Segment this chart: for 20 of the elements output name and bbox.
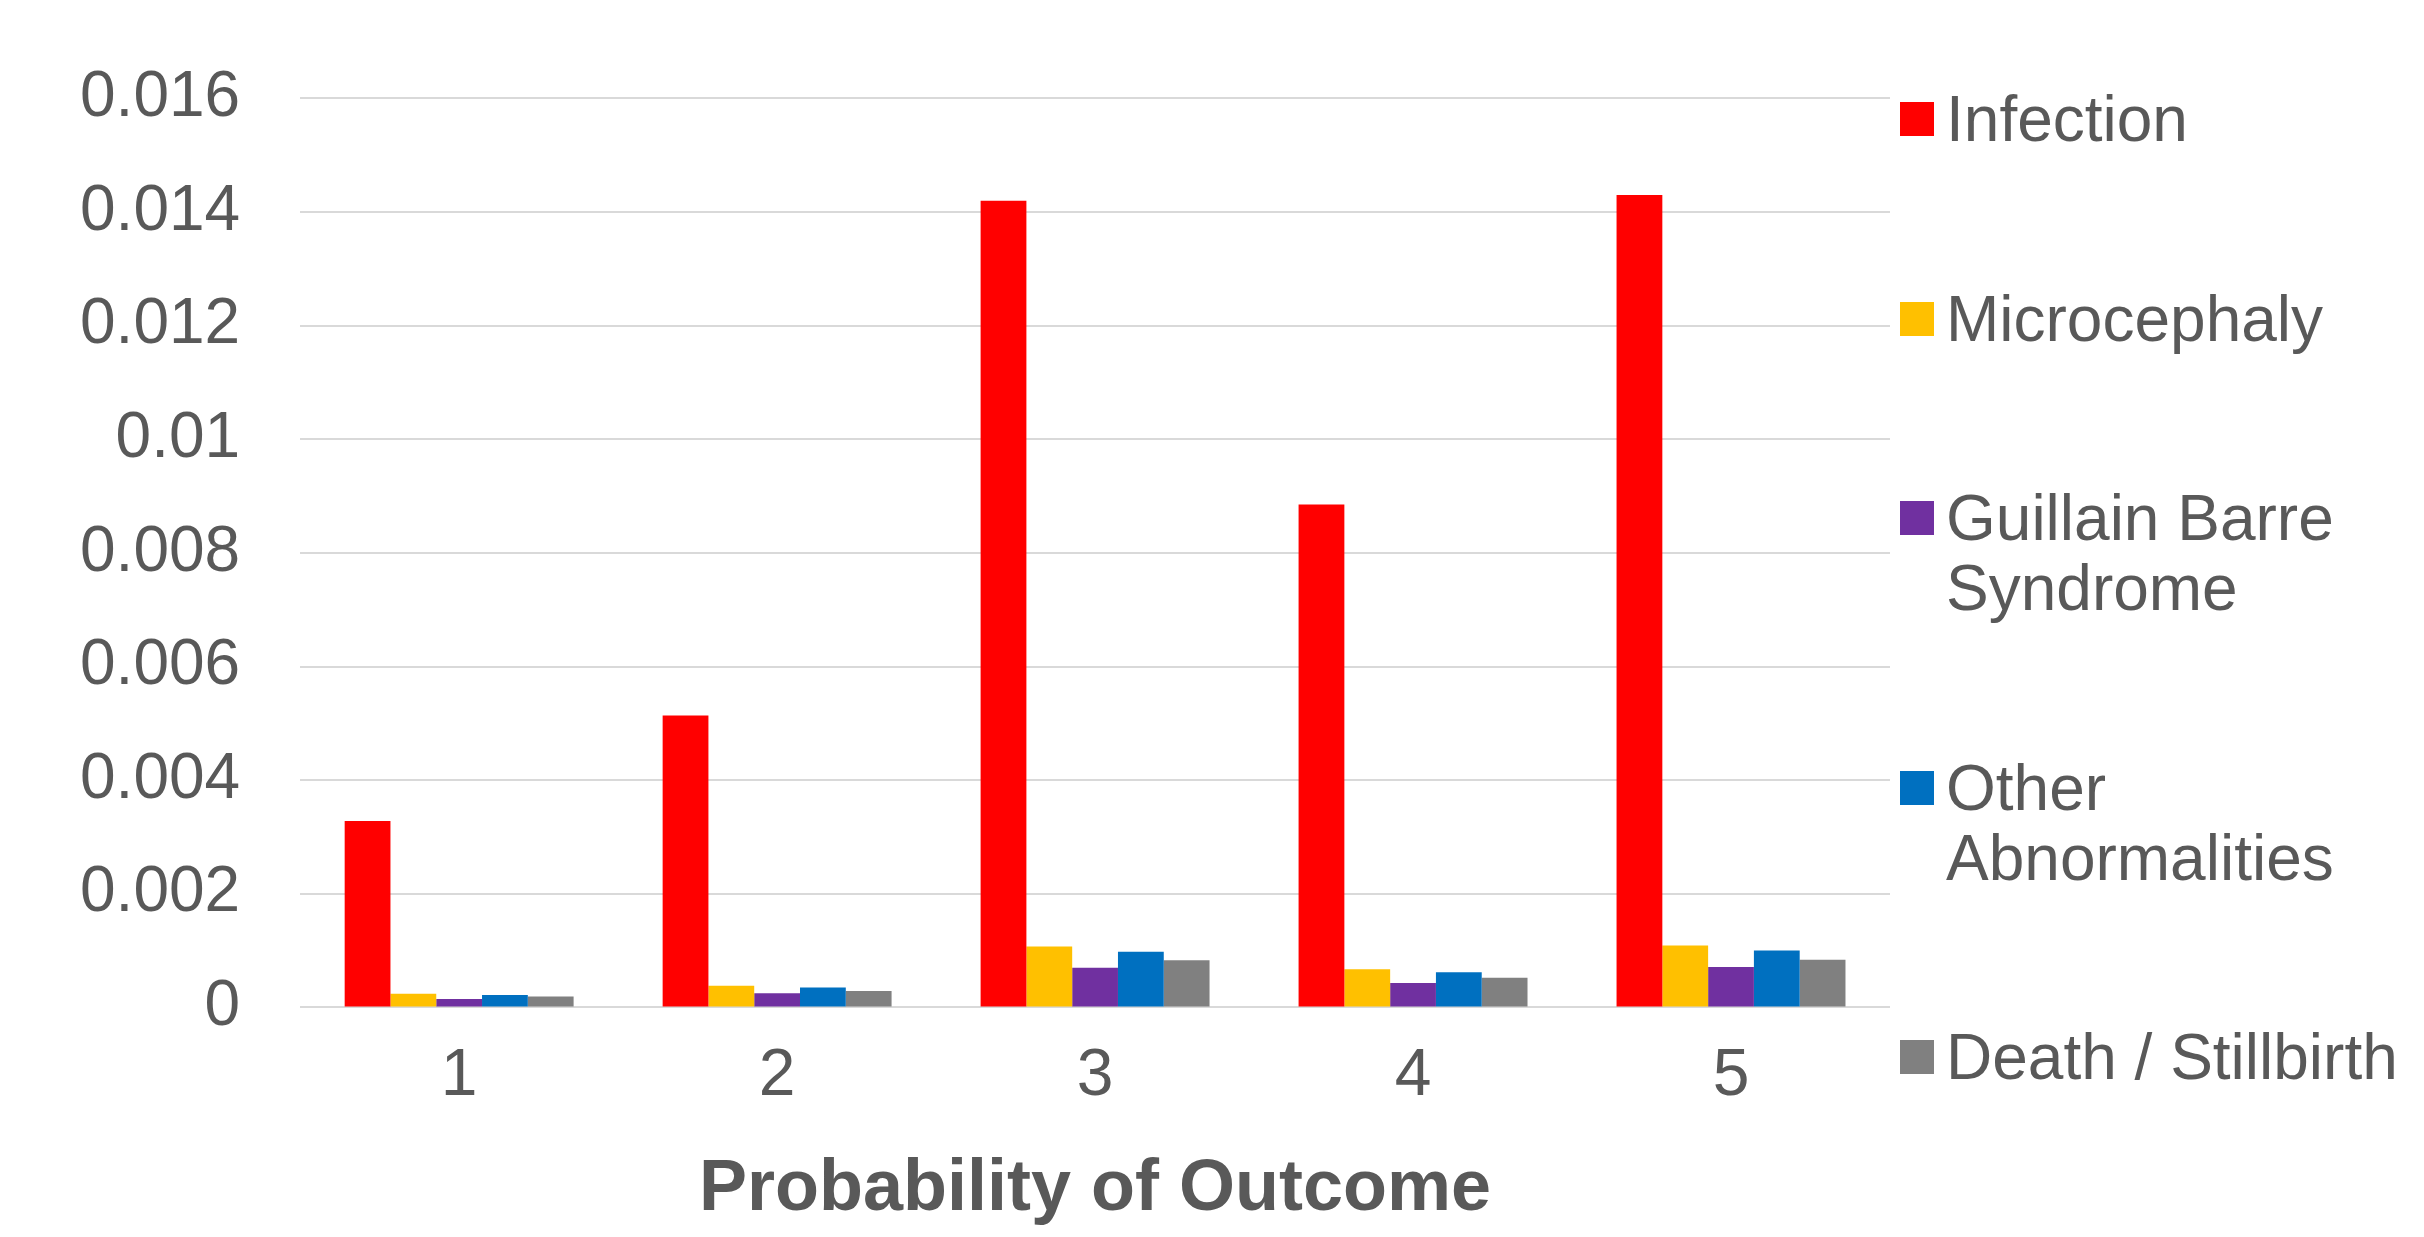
legend-label: Guillain Barre Syndrome (1946, 481, 2335, 625)
legend-label: Death / Stillbirth (1946, 1021, 2398, 1094)
x-axis-title: Probability of Outcome (699, 1144, 1492, 1225)
y-tick-label: 0.012 (80, 285, 241, 358)
legend-label: Infection (1946, 83, 2188, 156)
x-tick-label: 1 (440, 1035, 478, 1110)
y-tick-label: 0.004 (80, 739, 241, 812)
y-tick-label: 0.008 (80, 512, 241, 585)
x-tick-label: 3 (1076, 1035, 1114, 1110)
y-tick-label: 0.006 (80, 626, 241, 699)
legend-label: Microcephaly (1946, 282, 2324, 355)
x-tick-label: 5 (1712, 1035, 1750, 1110)
x-tick-label: 4 (1394, 1035, 1432, 1110)
y-tick-label: 0.002 (80, 853, 241, 926)
y-tick-label: 0.014 (80, 171, 241, 244)
y-tick-label: 0.01 (115, 398, 241, 471)
legend-label: Other Abnormalities (1946, 751, 2335, 894)
y-tick-label: 0.016 (80, 58, 241, 131)
x-tick-label: 2 (758, 1035, 796, 1110)
y-tick-label: 0 (204, 967, 241, 1040)
